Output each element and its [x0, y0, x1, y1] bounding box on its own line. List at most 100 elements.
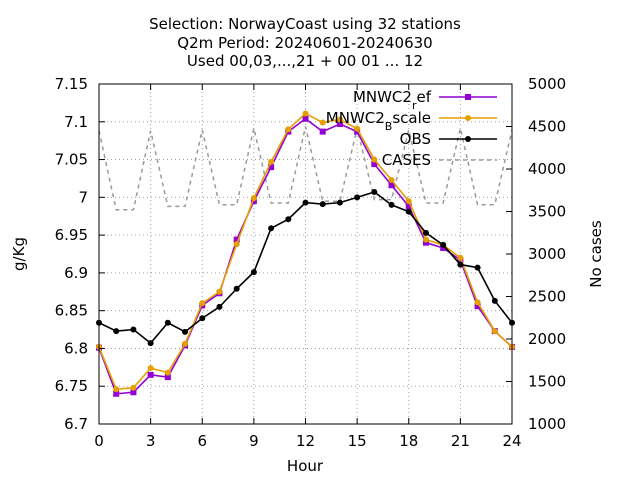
series-point-2	[440, 241, 447, 248]
y2-tick-label: 4500	[528, 118, 566, 136]
series-point-0	[113, 390, 120, 397]
series-point-1	[336, 116, 343, 123]
y-tick-label: 7.1	[64, 113, 88, 131]
chart-title-line-2: Q2m Period: 20240601-20240630	[177, 34, 432, 52]
y-tick-label: 6.75	[55, 377, 88, 395]
legend-marker-1	[465, 115, 471, 121]
x-axis-label: Hour	[287, 457, 324, 475]
series-point-1	[371, 156, 378, 163]
x-tick-label: 21	[451, 432, 470, 450]
series-point-2	[182, 328, 189, 335]
y2-tick-label: 4000	[528, 160, 566, 178]
series-point-1	[285, 126, 292, 133]
x-tick-label: 24	[502, 432, 521, 450]
series-point-0	[164, 374, 171, 381]
series-point-1	[457, 254, 464, 261]
y2-tick-label: 2500	[528, 288, 566, 306]
y2-tick-label: 3500	[528, 203, 566, 221]
series-point-1	[216, 288, 223, 295]
series-point-0	[440, 244, 447, 251]
series-point-1	[199, 300, 206, 307]
series-point-1	[388, 176, 395, 183]
series-point-0	[422, 239, 429, 246]
series-point-1	[250, 195, 257, 202]
series-point-0	[405, 203, 412, 210]
axes: 0 3 6 9 12 15 18 21 24 6.7 6.75 6.8 6.85 6.9 6.95 7 7.05…	[55, 75, 567, 450]
y-tick-label: 7.05	[55, 151, 88, 169]
series-point-1	[268, 158, 275, 165]
series-point-0	[354, 128, 361, 135]
series-point-1	[422, 236, 429, 243]
y-tick-label: 6.95	[55, 226, 88, 244]
series-point-0	[268, 164, 275, 171]
series-point-1	[474, 299, 481, 306]
series-point-2	[474, 264, 481, 271]
legend-label-3: CASES	[382, 151, 431, 169]
y2-tick-label: 3000	[528, 245, 566, 263]
y2-tick-label: 2000	[528, 330, 566, 348]
chart-title-line-3: Used 00,03,...,21 + 00 01 ... 12	[187, 52, 423, 70]
series-line-3	[98, 126, 513, 211]
legend-label-1: MNWC2Bscale	[326, 109, 431, 133]
series-point-2	[113, 328, 120, 335]
x-tick-label: 15	[348, 432, 367, 450]
series-point-1	[405, 198, 412, 205]
series-layer	[96, 110, 515, 397]
y-tick-label: 6.9	[64, 264, 88, 282]
series-point-1	[182, 340, 189, 347]
series-point-2	[319, 201, 326, 208]
y-tick-label: 6.7	[64, 415, 88, 433]
series-point-2	[285, 216, 292, 223]
series-point-2	[422, 229, 429, 236]
series-point-1	[113, 386, 120, 393]
series-point-2	[250, 269, 257, 276]
series-point-2	[457, 261, 464, 268]
y-tick-label: 7.15	[55, 75, 88, 93]
series-point-0	[233, 236, 240, 243]
y2-tick-label: 1000	[528, 415, 566, 433]
series-point-2	[233, 285, 240, 292]
series-point-2	[164, 319, 171, 326]
legend-marker-0	[465, 94, 471, 100]
y-tick-label: 6.8	[64, 339, 88, 357]
series-point-0	[130, 389, 137, 396]
y-axis-label: g/Kg	[10, 237, 28, 271]
series-point-2	[336, 199, 343, 206]
x-tick-label: 18	[399, 432, 418, 450]
series-point-0	[371, 161, 378, 168]
series-point-0	[302, 115, 309, 122]
series-point-1	[319, 119, 326, 126]
series-point-0	[336, 121, 343, 128]
series-point-1	[302, 110, 309, 117]
series-point-0	[147, 371, 154, 378]
series-point-2	[405, 208, 412, 215]
series-point-1	[164, 369, 171, 376]
series-point-2	[354, 194, 361, 201]
y-tick-label: 7	[78, 188, 88, 206]
y2-axis-label: No cases	[587, 220, 605, 288]
legend-marker-2	[465, 136, 471, 142]
series-point-1	[491, 328, 498, 335]
y2-tick-label: 5000	[528, 75, 566, 93]
series-point-2	[130, 326, 137, 333]
series-point-0	[474, 303, 481, 310]
x-tick-label: 0	[94, 432, 104, 450]
series-point-2	[302, 199, 309, 206]
y-tick-label: 6.85	[55, 302, 88, 320]
chart-title-line-1: Selection: NorwayCoast using 32 stations	[149, 15, 461, 33]
series-point-2	[147, 340, 154, 347]
x-tick-label: 9	[249, 432, 259, 450]
legend-label-0: MNWC2ref	[353, 88, 432, 112]
series-point-2	[371, 189, 378, 196]
grid-lines	[99, 84, 512, 424]
series-point-1	[130, 384, 137, 391]
series-point-2	[491, 297, 498, 304]
series-point-1	[233, 241, 240, 248]
series-point-2	[388, 201, 395, 208]
series-point-2	[216, 303, 223, 310]
x-tick-label: 12	[296, 432, 315, 450]
series-point-2	[268, 225, 275, 232]
series-point-1	[147, 365, 154, 372]
